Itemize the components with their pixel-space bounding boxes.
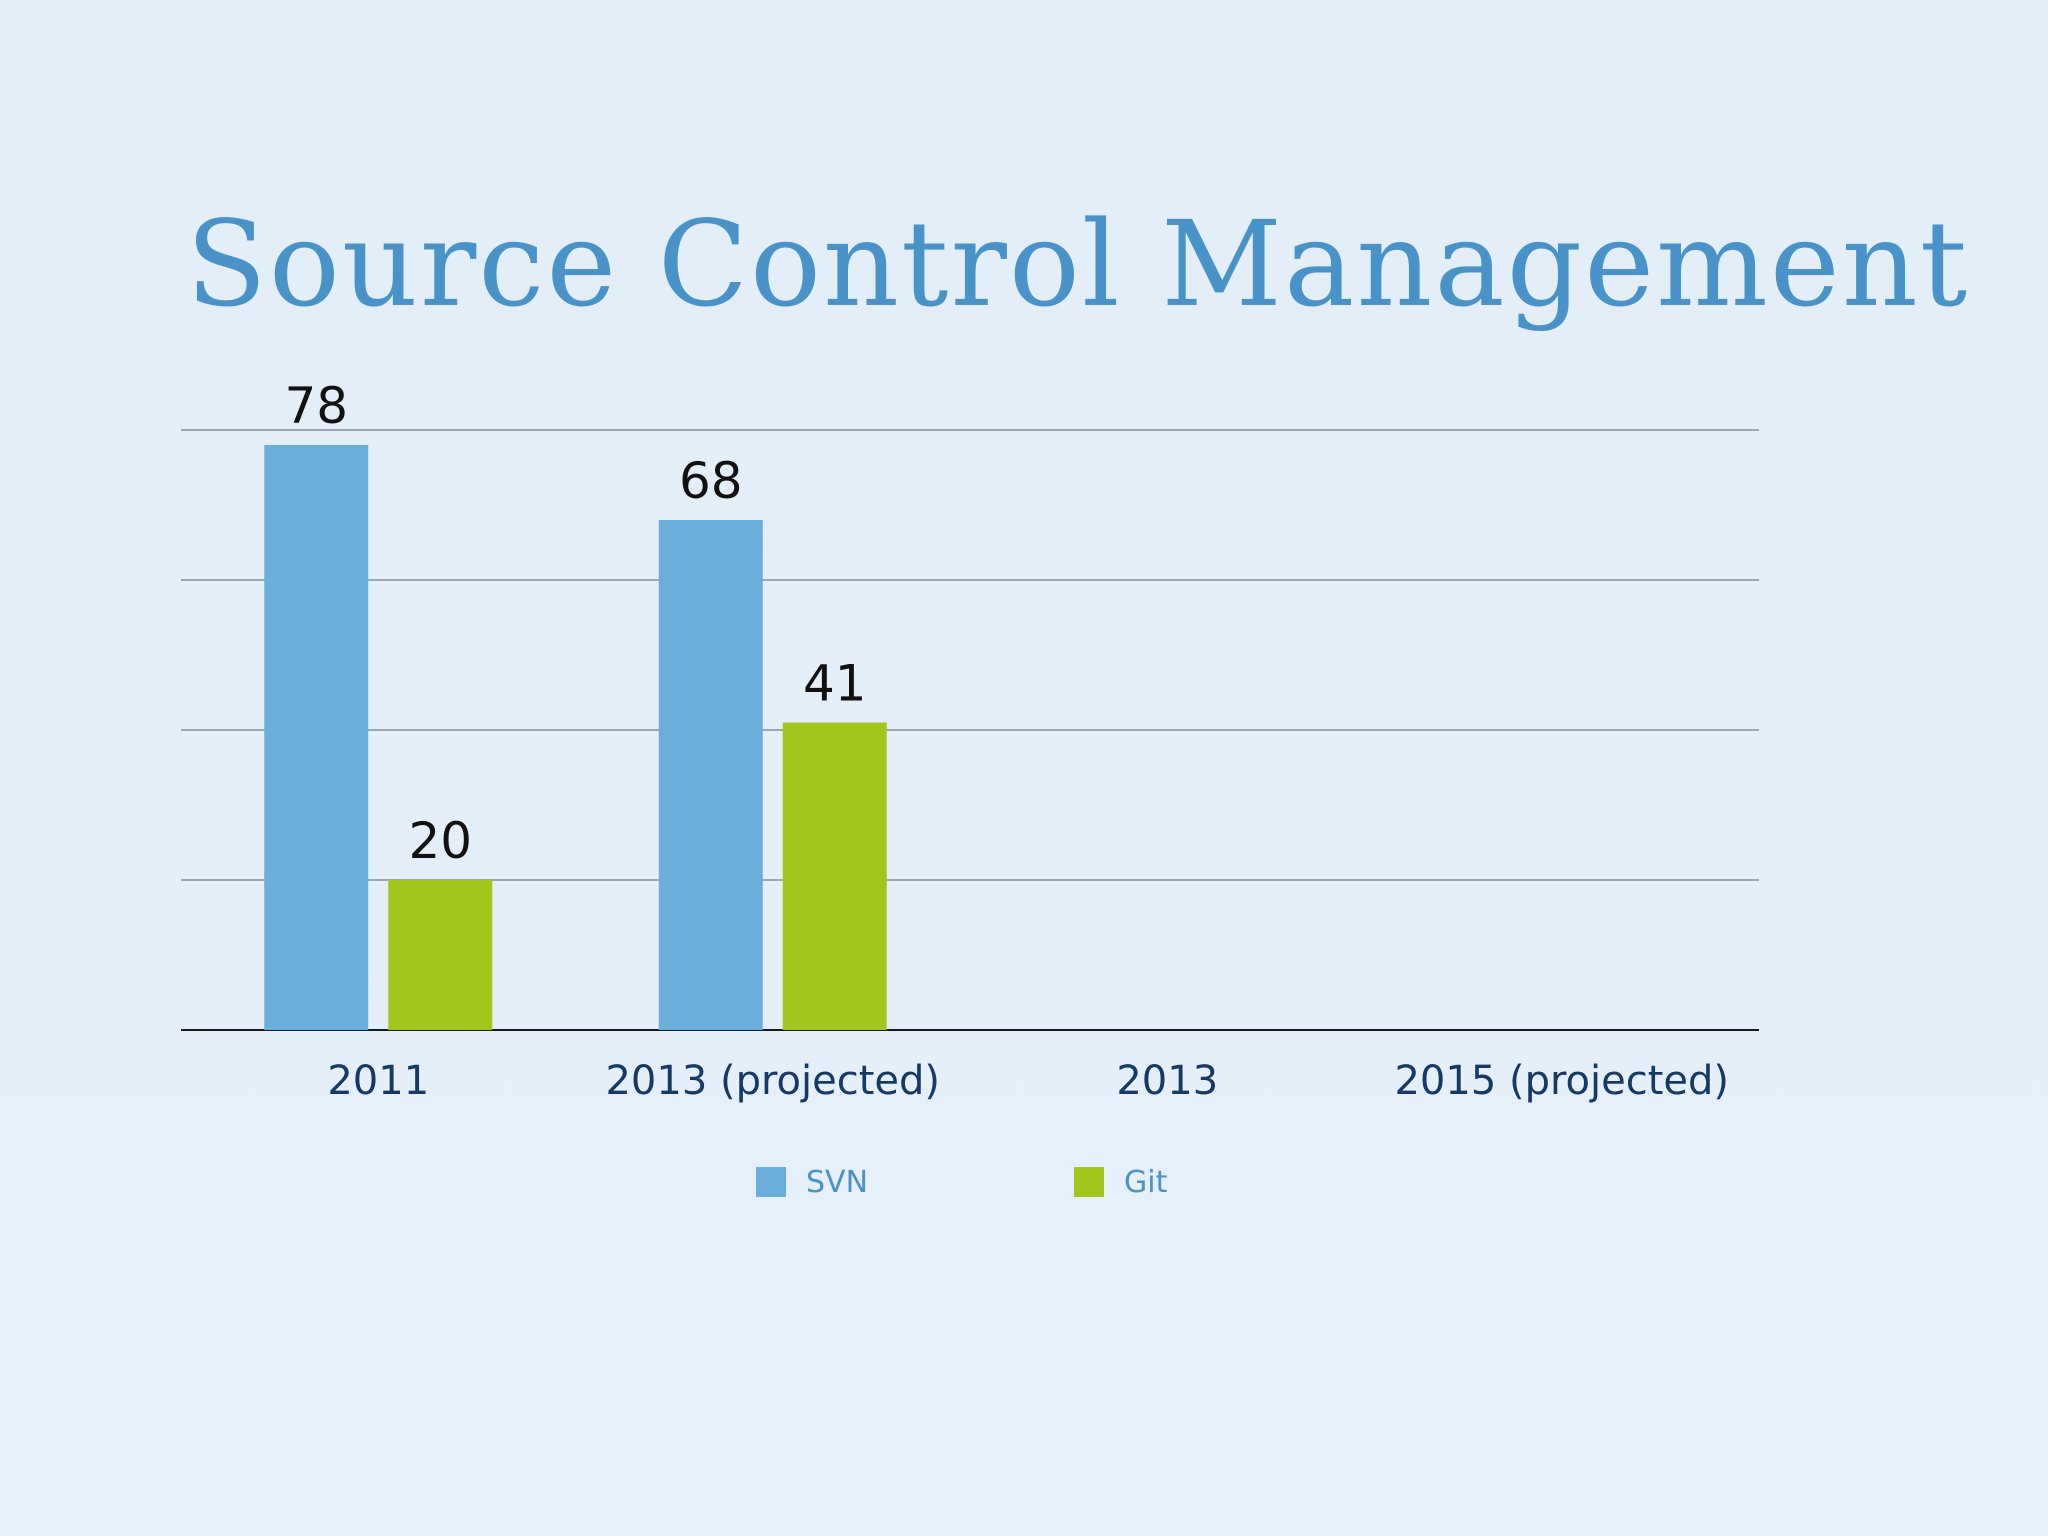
legend-swatch-svn xyxy=(756,1167,786,1197)
chart-title: Source Control Management xyxy=(186,195,1970,333)
value-label-git-2013-projected: 41 xyxy=(803,655,867,713)
bar-git-2013-projected xyxy=(782,722,887,1030)
category-label-2015-projected: 2015 (projected) xyxy=(1394,1058,1729,1104)
value-labels: 78 20 68 41 xyxy=(284,377,866,870)
bar-git-2011 xyxy=(388,880,493,1030)
category-label-2011: 2011 xyxy=(327,1058,429,1104)
value-label-svn-2011: 78 xyxy=(284,377,348,435)
bars xyxy=(264,445,887,1030)
category-label-2013-projected: 2013 (projected) xyxy=(605,1058,940,1104)
legend-swatch-git xyxy=(1074,1167,1104,1197)
legend-item-git: Git xyxy=(1074,1162,1167,1202)
legend-label-git: Git xyxy=(1124,1164,1168,1200)
category-labels: 2011 2013 (projected) 2013 2015 (projected) xyxy=(327,1058,1729,1104)
value-label-git-2011: 20 xyxy=(408,812,472,870)
category-label-2013: 2013 xyxy=(1116,1058,1218,1104)
legend: SVN Git xyxy=(0,1162,2048,1202)
value-label-svn-2013-projected: 68 xyxy=(679,452,743,510)
bar-svn-2013-projected xyxy=(658,520,763,1030)
legend-item-svn: SVN xyxy=(756,1162,868,1202)
bar-svn-2011 xyxy=(264,445,369,1030)
legend-label-svn: SVN xyxy=(806,1164,869,1200)
